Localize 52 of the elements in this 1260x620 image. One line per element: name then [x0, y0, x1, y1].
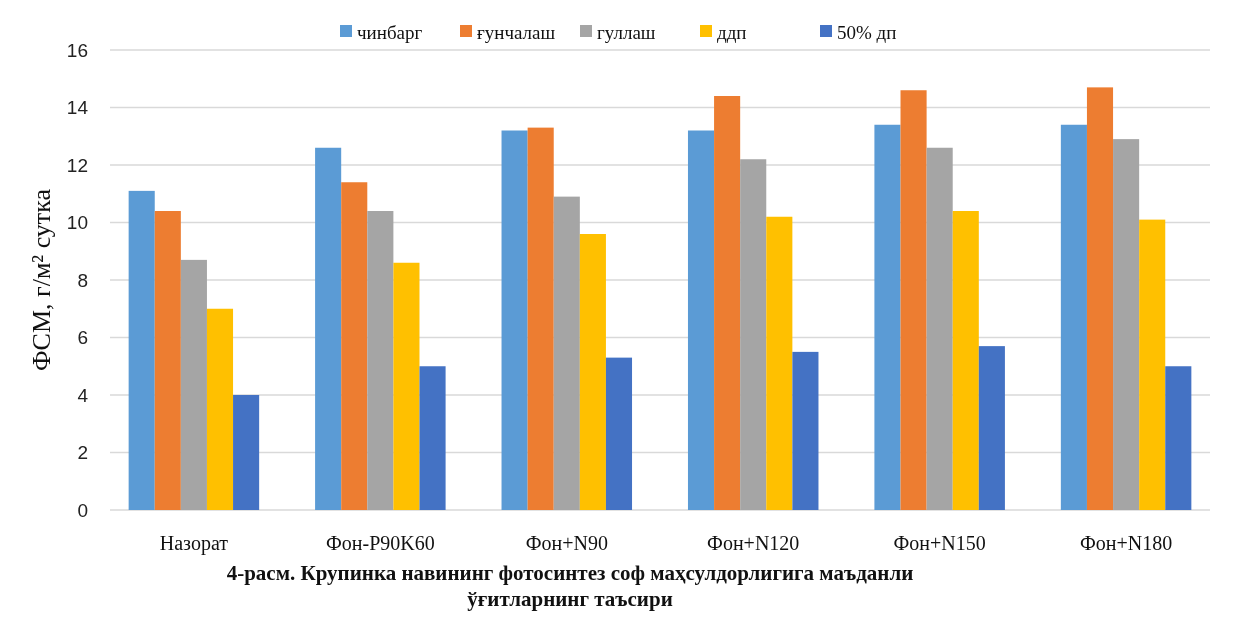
y-tick-label: 16: [66, 39, 88, 61]
x-tick-label: Фон-P90K60: [325, 532, 435, 554]
bar: [714, 96, 741, 510]
legend-label: ддп: [717, 21, 747, 43]
y-tick-label: 10: [66, 212, 88, 234]
y-tick-label: 8: [77, 269, 88, 291]
y-axis-title: ФСМ, г/м² сутка: [27, 188, 56, 371]
bar: [1113, 139, 1140, 510]
y-tick-label: 12: [66, 154, 88, 176]
bar: [341, 182, 368, 510]
x-tick-label: Фон+N150: [893, 532, 986, 554]
bar: [792, 351, 819, 510]
legend-label: чинбарг: [357, 21, 423, 43]
x-tick-label: Фон+N120: [707, 532, 800, 554]
bar: [900, 90, 927, 510]
bar: [206, 308, 234, 510]
text: 4-расм. Крупинка навининг фотосинтез соф маҳсулдорлигига маъданли ўғитларнинг таъсири: [226, 561, 914, 611]
y-tick-label: 2: [77, 442, 88, 464]
bar: [1165, 366, 1192, 510]
bar: [766, 216, 793, 510]
bar: [952, 211, 979, 510]
bar: [128, 190, 155, 510]
x-tick-label: Фон+N90: [525, 532, 608, 554]
bar: [605, 357, 633, 510]
bar: [1060, 124, 1087, 510]
bar: [978, 346, 1005, 510]
bar: [527, 127, 554, 510]
bar: [180, 259, 207, 510]
bar: [687, 130, 715, 510]
bar: [1139, 219, 1166, 510]
bar: [393, 262, 420, 510]
y-tick-label: 14: [66, 97, 89, 119]
bar: [154, 211, 181, 510]
bar: [1086, 87, 1114, 510]
x-tick-label: Назорат: [159, 532, 229, 555]
legend-label: ғунчалаш: [477, 21, 556, 43]
bar: [874, 124, 901, 510]
bar: [233, 395, 260, 510]
y-tick-label: 4: [77, 384, 89, 406]
bar: [315, 147, 342, 510]
bar: [926, 147, 953, 510]
bar: [419, 366, 446, 510]
y-tick-label: 0: [77, 499, 88, 521]
bar: [367, 211, 394, 510]
legend-label: 50% дп: [837, 21, 897, 43]
x-tick-label: Фон+N180: [1079, 532, 1173, 554]
bar: [740, 159, 767, 510]
bar: [579, 234, 606, 510]
y-tick-label: 6: [77, 327, 88, 349]
legend-label: гуллаш: [597, 21, 656, 43]
bar: [553, 196, 580, 510]
bar: [501, 130, 528, 510]
